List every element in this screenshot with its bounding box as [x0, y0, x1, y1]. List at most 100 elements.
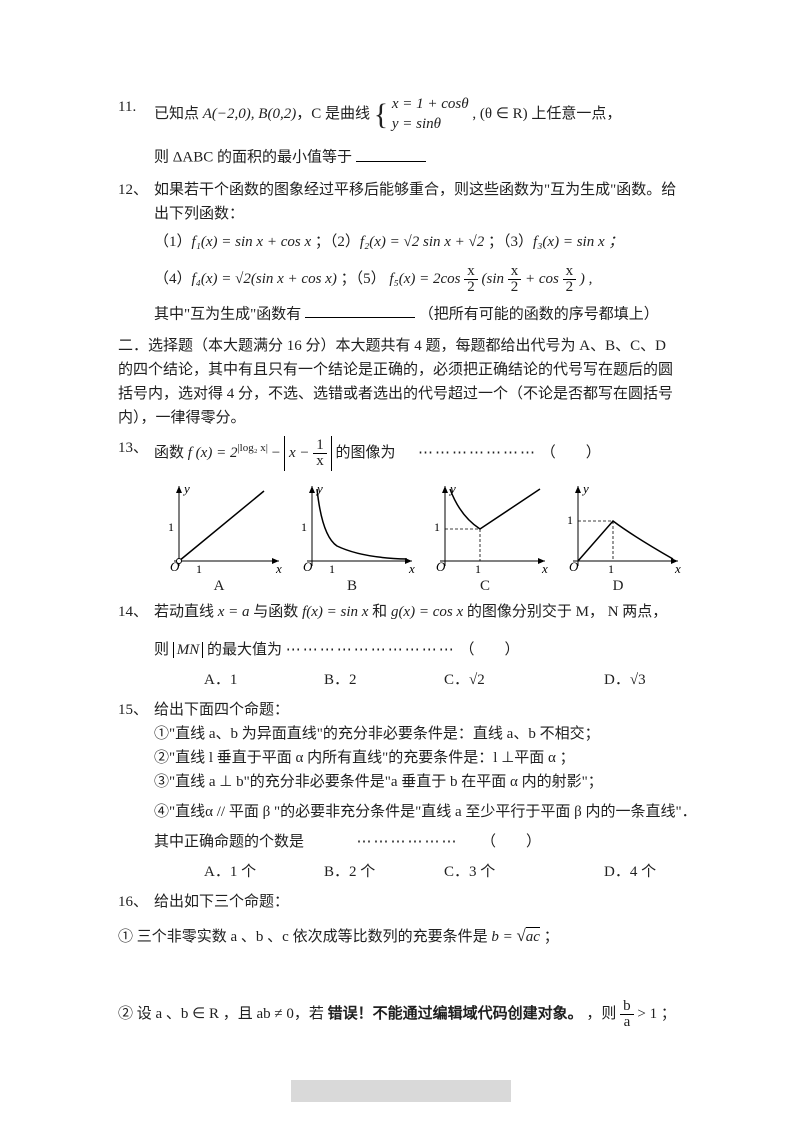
d: 2 [508, 279, 522, 295]
graph-C: O 1 1 x y C [420, 481, 550, 598]
graph-D-svg: O 1 1 x y [553, 481, 683, 576]
q15-options: A．1 个 B．2 个 C．3 个 D．4 个 [204, 860, 724, 884]
q11-text: 已知点 A(−2,0), B(0,2)，C 是曲线 { x = 1 + cosθ… [154, 106, 621, 122]
graph-C-label: C [420, 574, 550, 598]
q14-opt-B[interactable]: B．2 [324, 668, 444, 692]
graph-A-svg: O 1 1 x y [154, 481, 284, 576]
q14-opt-A[interactable]: A．1 [204, 668, 324, 692]
svg-text:y: y [182, 481, 190, 496]
q11-body: 已知点 A(−2,0), B(0,2)，C 是曲线 { x = 1 + cosθ… [154, 95, 683, 170]
q14-dots: ⋯⋯⋯⋯⋯⋯⋯⋯⋯⋯ [286, 642, 456, 658]
graph-B-label: B [287, 574, 417, 598]
q15-ask: 其中正确命题的个数是 [154, 834, 304, 850]
q12-f5-lhs: f₅(x) = 2cos [389, 270, 460, 286]
q15-number: 15、 [118, 698, 154, 722]
q15-paren[interactable]: （ ） [481, 834, 541, 850]
q16-p2b: ，则 [586, 1006, 620, 1022]
q13-ta: 函数 [154, 445, 188, 461]
q12-f5-mid2: + cos [525, 270, 559, 286]
q13-abs: x − 1x [284, 436, 332, 471]
svg-text:x: x [408, 561, 415, 576]
d: 2 [563, 279, 577, 295]
q11-blank[interactable] [356, 144, 426, 162]
q12-f5-frac2: x2 [508, 264, 522, 295]
svg-text:O: O [569, 559, 579, 574]
q14-1d: 的图像分别交于 M， N 两点， [467, 604, 667, 620]
q14-options: A．1 B．2 C．√2 D．√3 [204, 668, 724, 692]
q12-f3-label: ；（3） [488, 234, 533, 250]
sqrt-icon: √ [516, 926, 525, 945]
q16-p1-lhs: b = [491, 929, 516, 945]
q15-body: 给出下面四个命题： ①"直线 a、b 为异面直线"的充分非必要条件是：直线 a、… [154, 698, 724, 884]
question-14: 14、 若动直线 x = a 与函数 f(x) = sin x 和 g(x) =… [118, 600, 683, 692]
q12-f1: f₁(x) = sin x + cos x [192, 234, 312, 250]
q16-p2a: ② 设 a 、b ∈ R ，且 ab ≠ 0，若 [118, 1006, 324, 1022]
q13-body: 函数 f (x) = 2|log₂ x| − x − 1x 的图像为 ⋯⋯⋯⋯⋯… [154, 436, 683, 471]
svg-text:x: x [541, 561, 548, 576]
q15-opt-C[interactable]: C．3 个 [444, 860, 604, 884]
svg-text:1: 1 [329, 562, 335, 576]
q15-opt-D[interactable]: D．4 个 [604, 860, 724, 884]
n: b [620, 999, 634, 1014]
n: x [563, 264, 577, 279]
svg-text:1: 1 [196, 562, 202, 576]
q15-lead: 给出下面四个命题： [154, 698, 724, 722]
q16-lead: 给出如下三个命题： [154, 890, 683, 914]
q13-fx: f (x) = 2 [188, 445, 238, 461]
q14-opt-D[interactable]: D．√3 [604, 668, 724, 692]
q14-eq3: g(x) = cos x [391, 604, 463, 620]
q12-f2-label: ；（2） [315, 234, 360, 250]
n: x [464, 264, 478, 279]
q12-f5-frac3: x2 [563, 264, 577, 295]
question-12: 12、 如果若干个函数的图象经过平移后能够重合，则这些函数为"互为生成"函数。给… [118, 178, 683, 327]
q12-body: 如果若干个函数的图象经过平移后能够重合，则这些函数为"互为生成"函数。给出下列函… [154, 178, 683, 327]
q11-sys1: x = 1 + cosθ [392, 96, 469, 112]
q16-p2c: > 1 ； [637, 1006, 675, 1022]
q15-p3: ③"直线 a ⊥ b"的充分非必要条件是"a 垂直于 b 在平面 α 内的射影"… [154, 770, 724, 794]
d: 2 [464, 279, 478, 295]
q11-pre: 已知点 [154, 106, 203, 122]
q12-number: 12、 [118, 178, 154, 202]
svg-text:y: y [315, 481, 323, 496]
q12-f4-label: （4） [154, 270, 192, 286]
brace-icon: { [374, 100, 388, 130]
q12-f3: f₃(x) = sin x ； [533, 234, 623, 250]
graph-D: O 1 1 x y D [553, 481, 683, 598]
question-11: 11. 已知点 A(−2,0), B(0,2)，C 是曲线 { x = 1 + … [118, 95, 683, 170]
q15-opt-A[interactable]: A．1 个 [204, 860, 324, 884]
q13-abs-a: x − [289, 445, 313, 461]
q11-mid: ，C 是曲线 [296, 106, 370, 122]
q12-blank[interactable] [305, 301, 415, 319]
q12-f5-end: ) , [580, 270, 593, 286]
q11-points: A(−2,0), B(0,2) [203, 106, 296, 122]
question-15: 15、 给出下面四个命题： ①"直线 a、b 为异面直线"的充分非必要条件是：直… [118, 698, 683, 884]
q14-eq2: f(x) = sin x [302, 604, 368, 620]
q14-body: 若动直线 x = a 与函数 f(x) = sin x 和 g(x) = cos… [154, 600, 724, 692]
section-2-heading: 二．选择题（本大题满分 16 分）本大题共有 4 题，每题都给出代号为 A、B、… [118, 334, 683, 430]
q15-p4: ④"直线α // 平面 β "的必要非充分条件是"直线 a 至少平行于平面 β … [154, 800, 724, 824]
svg-text:x: x [674, 561, 681, 576]
graph-C-svg: O 1 1 x y [420, 481, 550, 576]
q16-p1-rhs: ac [526, 929, 540, 945]
q13-paren[interactable]: （ ） [541, 445, 601, 461]
q14-1b: 与函数 [253, 604, 302, 620]
q16-number: 16、 [118, 890, 154, 914]
footer-placeholder [291, 1080, 511, 1102]
q12-f4: f₄(x) = √2(sin x + cos x) [192, 270, 337, 286]
q13-dots: ⋯⋯⋯⋯⋯⋯⋯ [418, 445, 537, 461]
q14-1a: 若动直线 [154, 604, 218, 620]
graph-D-label: D [553, 574, 683, 598]
q13-minus: − [272, 445, 284, 461]
svg-text:1: 1 [168, 520, 174, 534]
n: x [508, 264, 522, 279]
q14-paren[interactable]: （ ） [460, 642, 520, 658]
d: a [620, 1014, 634, 1030]
svg-text:1: 1 [567, 513, 573, 527]
q12-line3b: （把所有可能的函数的序号都填上） [419, 306, 659, 322]
q14-opt-C[interactable]: C．√2 [444, 668, 604, 692]
svg-text:x: x [275, 561, 282, 576]
q11-sys2: y = sinθ [392, 116, 441, 132]
d: x [313, 453, 327, 469]
question-13: 13、 函数 f (x) = 2|log₂ x| − x − 1x 的图像为 ⋯… [118, 436, 683, 471]
q15-opt-B[interactable]: B．2 个 [324, 860, 444, 884]
